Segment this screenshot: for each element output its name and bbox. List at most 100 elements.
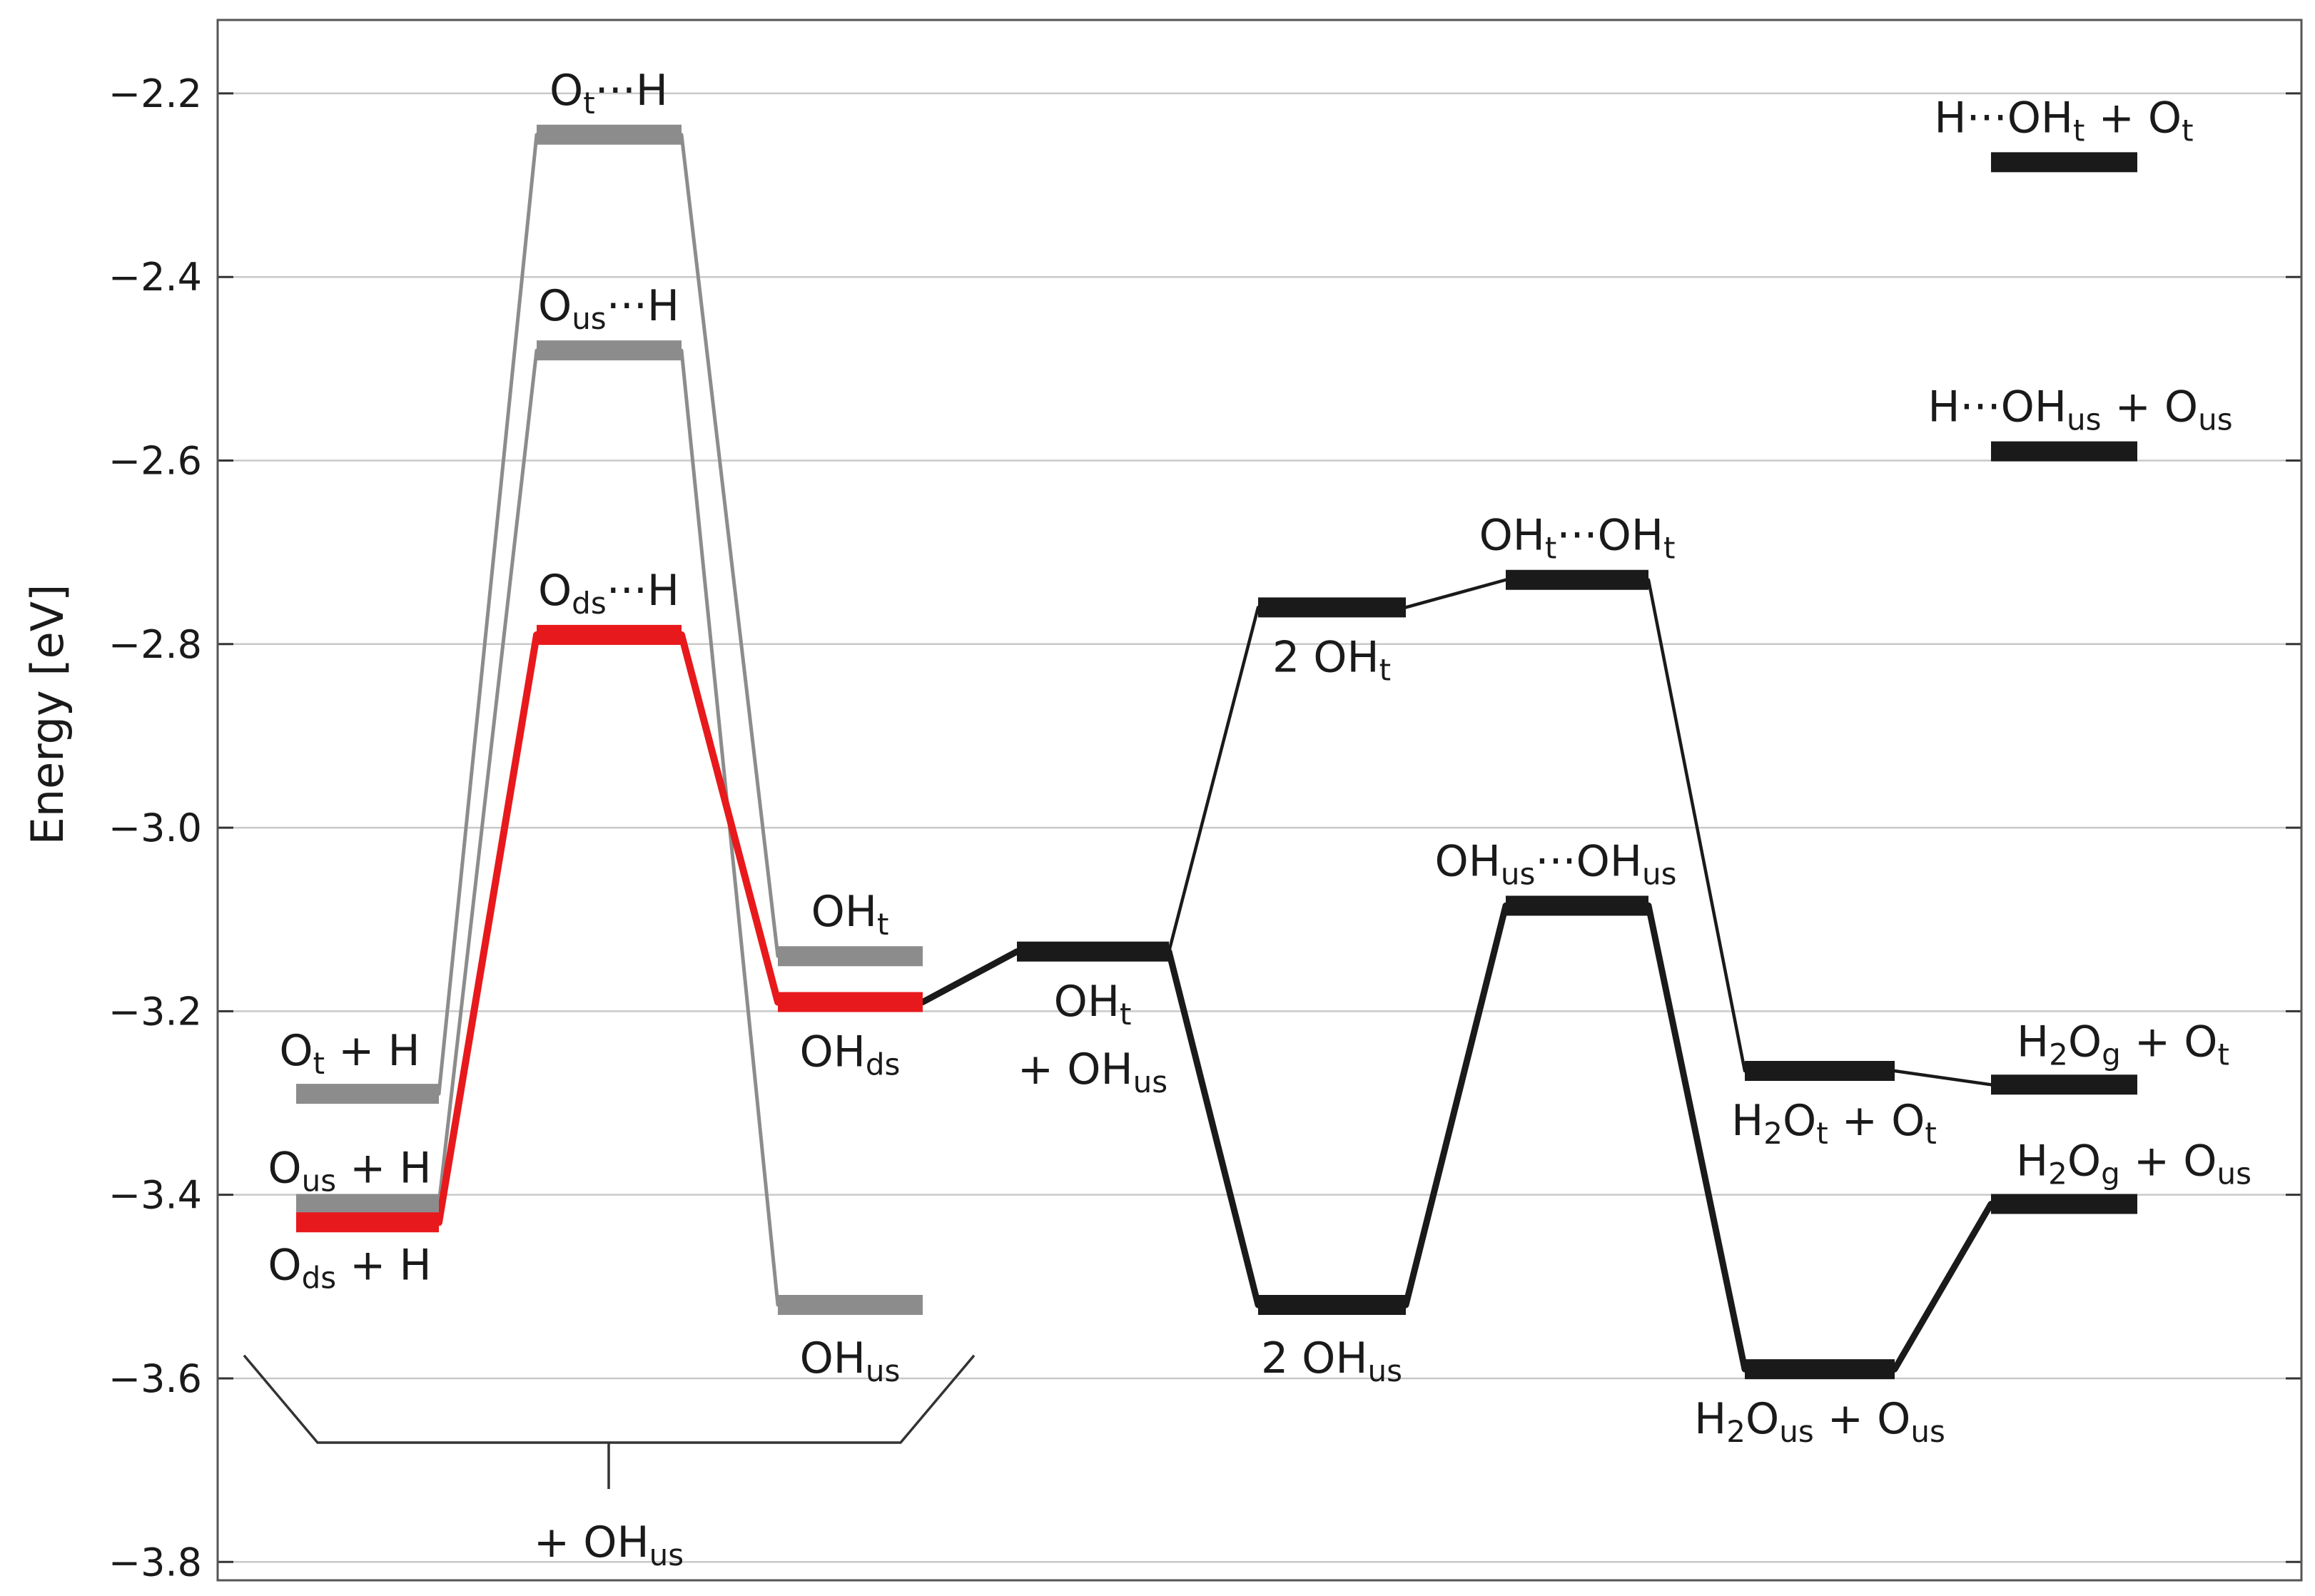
label-OHus: OHus [800,1333,901,1388]
label-part: ···H [607,566,679,616]
y-tick-label: −3.0 [108,805,202,850]
connection-OHt_OHus-2OHt [1167,606,1260,954]
label-part: OH [800,1027,866,1077]
label-part: us [1501,856,1536,891]
label-H2Ot_Ot: H2Ot + Ot [1731,1096,1937,1151]
label-part: O [538,566,572,616]
label-Ot_H: Ot + H [279,1026,420,1081]
label-part: us [649,1537,684,1572]
connection-2OHus-OHus_OHus_TS [1402,902,1509,1308]
label-part: H···OH [1928,382,2067,432]
connection-Ous_H-Ous_TS [437,348,539,1206]
connection-H2Ous_Ous-H2Og_Ous [1891,1201,1995,1373]
y-axis-label: Energy [eV] [21,584,74,845]
label-part: 2 OH [1272,632,1379,682]
connection-Ot_TS-OHt [679,133,780,958]
label-OHt: OHt [811,887,889,942]
y-tick-label: −3.8 [108,1540,202,1585]
label-2OHus: 2 OHus [1261,1333,1402,1388]
label-part: + O [2102,382,2199,432]
label-part: us [1910,1414,1945,1449]
label-part: + O [2085,93,2182,143]
label-part: H [1694,1394,1726,1444]
label-part: ds [572,586,607,621]
label-2OHt: 2 OHt [1272,632,1391,687]
label-part: t [313,1046,325,1081]
connection-H2Ot_Ot-H2Og_Ot [1893,1069,1993,1087]
label-part: OH [811,887,877,937]
label-OHus_OHus_TS: OHus···OHus [1435,836,1677,891]
label-part: ···OH [1556,511,1663,561]
label-part: OH [1054,977,1120,1027]
label-Ous_TS: Ous···H [538,281,679,336]
y-tick-label: −2.8 [108,622,202,667]
label-part: O [1746,1394,1779,1444]
label-part: OH [800,1333,866,1383]
label-part: 2 OH [1261,1333,1368,1383]
label-part: O [279,1026,313,1076]
label-part: 2 [2048,1156,2067,1191]
label-part: H [2017,1017,2049,1067]
label-part: O [268,1240,301,1290]
bracket-label: + OHus [534,1518,684,1572]
label-part: t [2182,113,2193,148]
label-OHt_OHt_TS: OHt···OHt [1479,511,1676,566]
connection-OHt_OHus-2OHus [1165,948,1262,1308]
label-part: O [2067,1137,2101,1186]
label-part: ···H [595,66,668,116]
grid-lines [218,92,2301,1563]
label-H2Ous_Ous: H2Ous + Ous [1694,1394,1945,1449]
y-tick-label: −3.6 [108,1356,202,1401]
label-part: + O [1814,1394,1911,1444]
label-part: t [1545,530,1556,565]
label-Ods_H: Ods + H [268,1240,431,1295]
label-part: us [2198,402,2233,437]
label-part: t [2217,1037,2229,1072]
label-OHds: OHds [800,1027,901,1082]
label-part: + H [325,1026,420,1076]
bracket: + OHus [243,1354,976,1572]
label-part: + OH [1018,1044,1133,1094]
label-part: us [1779,1414,1814,1449]
label-part: OH [1435,836,1501,886]
connection-OHt_OHt_TS-H2Ot_Ot [1646,578,1747,1073]
label-Ods_TS: Ods···H [538,566,679,621]
connection-Ods_TS-OHds [678,631,781,1006]
label-part: us [1368,1353,1403,1388]
y-tick-label: −2.2 [108,71,202,116]
label-part: H [1731,1096,1763,1146]
label-H2Og_Ot: H2Og + Ot [2017,1017,2229,1072]
label-part: ···H [607,281,679,331]
label-part: t [1120,997,1131,1032]
label-part: t [1925,1116,1936,1151]
y-tick-label: −3.2 [108,989,202,1034]
label-part: us [572,301,607,336]
label-part: us [866,1353,901,1388]
connection-2OHt-OHt_OHt_TS [1404,578,1508,609]
label-part: OH [1479,511,1545,561]
label-part: O [549,66,583,116]
label-part: g [2101,1156,2120,1191]
label-part: t [1816,1116,1828,1151]
label-part: O [1783,1096,1816,1146]
label-OHt_OHus: OHt [1054,977,1132,1032]
label-part: t [877,907,888,942]
label-H_OHus_Ous: H···OHus + Ous [1928,382,2232,437]
label-part: O [268,1144,301,1194]
energy-levels [296,124,2137,1380]
label-part: us [302,1163,337,1198]
label-part: + O [1828,1096,1925,1146]
label-part: ds [866,1047,901,1082]
label-part: H [2016,1137,2048,1186]
label-part: + OH [534,1518,649,1567]
label-part: ···OH [1535,836,1642,886]
label-Ot_TS: Ot···H [549,66,668,121]
label-part: 2 [1726,1414,1746,1449]
label-Ous_H: Ous + H [268,1144,431,1199]
label2-OHt_OHus: + OHus [1018,1044,1167,1099]
label-part: H···OH [1934,93,2073,143]
y-tick-label: −2.6 [108,439,202,484]
label-part: g [2102,1037,2121,1072]
label-part: 2 [1763,1116,1783,1151]
